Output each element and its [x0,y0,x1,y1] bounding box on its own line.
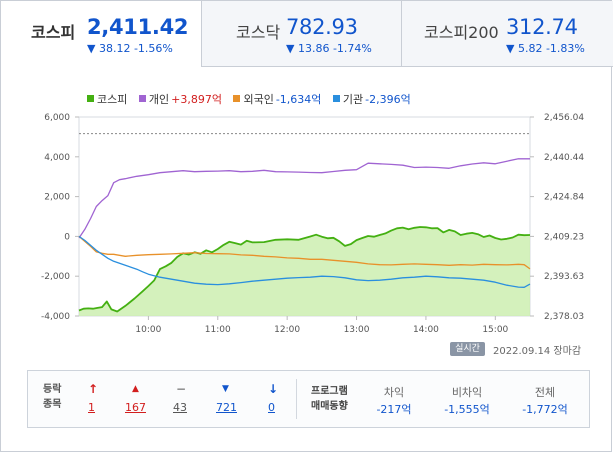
total-header: 전체 [534,386,556,399]
lower-limit-arrow-icon: ↓ [268,382,279,396]
program-trading-label-line1: 프로그램 [311,386,348,397]
y-tick-label-left: 2,000 [44,193,70,203]
legend-swatch [233,95,241,102]
y-tick-label-right: 2,456.04 [544,113,584,123]
legend-item-foreign[interactable]: 외국인 -1,634억 [233,91,321,107]
down-triangle-icon: ▼ [222,384,229,394]
program-trading-label-line2: 매매동향 [311,401,348,412]
legend-value: -2,396억 [365,93,411,106]
up-triangle-icon: ▲ [132,384,139,394]
y-tick-label-left: -4,000 [41,312,70,322]
y-tick-label-left: -2,000 [41,272,70,282]
legend-label: 코스피 [97,93,128,106]
index-tabs: 코스피 2,411.42 ▼ 38.12 -1.56% 코스닥 782.93 ▼… [1,1,613,67]
series-line-기관 [78,235,531,288]
x-tick-label: 10:00 [135,325,161,335]
legend-value: +3,897억 [171,93,222,106]
lower-limit-count[interactable]: 0 [268,401,275,414]
series-line-개인 [78,158,530,239]
arbitrage-value: -217억 [376,403,412,416]
series-line-외국인 [78,235,531,270]
y-tick-label-left: 6,000 [44,113,70,123]
chart-legend: 코스피 개인 +3,897억 외국인 -1,634억 기관 -2,396억 [87,91,419,107]
legend-swatch [87,95,94,102]
advance-decline-label-line2: 종목 [43,399,62,410]
x-tick-label: 14:00 [413,325,439,335]
legend-item-individual[interactable]: 개인 +3,897억 [138,91,222,107]
declining-count[interactable]: 721 [216,401,237,414]
legend-value: -1,634억 [275,93,322,106]
legend-item-kospi[interactable]: 코스피 [87,91,127,107]
realtime-badge[interactable]: 실시간 [450,342,485,356]
x-tick-label: 15:00 [482,325,508,335]
non-arbitrage-value: -1,555억 [444,403,490,416]
tab-value: 782.93 [286,15,358,39]
tab-change: ▼ 5.82 -1.83% [506,42,585,55]
tab-name: 코스닥 [236,23,281,42]
y-tick-label-right: 2,424.84 [544,193,584,203]
tab-kospi200[interactable]: 코스피200 312.74 ▼ 5.82 -1.83% [401,1,613,67]
y-tick-label-right: 2,409.23 [544,232,584,242]
panel-divider [296,379,297,419]
advancing-count[interactable]: 167 [125,401,146,414]
tab-value: 2,411.42 [87,15,189,39]
legend-item-institution[interactable]: 기관 -2,396억 [332,91,411,107]
series-area-코스피 [79,227,530,316]
legend-label: 기관 [342,93,364,106]
legend-swatch [332,95,340,102]
x-tick-label: 11:00 [205,325,231,335]
tab-value: 312.74 [506,15,578,39]
x-tick-label: 12:00 [274,325,300,335]
tab-name: 코스피200 [424,23,499,42]
upper-limit-count[interactable]: 1 [88,401,95,414]
legend-swatch [138,95,146,102]
legend-label: 개인 [148,93,170,106]
tab-name: 코스피 [31,23,76,42]
series-line-코스피 [78,226,531,313]
non-arbitrage-header: 비차익 [451,386,483,399]
intraday-chart: 6,000 2,456.04 4,000 2,440.44 2,000 2,424.84 0… [41,113,584,335]
arbitrage-header: 차익 [383,386,405,399]
advance-decline-label-line1: 등락 [43,384,62,395]
tab-kosdaq[interactable]: 코스닥 782.93 ▼ 13.86 -1.74% [201,1,401,67]
market-close-timestamp: 2022.09.14 장마감 [493,346,582,357]
x-tick-label: 13:00 [344,325,370,335]
unchanged-count[interactable]: 43 [173,401,187,414]
total-value: -1,772억 [522,403,568,416]
legend-label: 외국인 [243,93,274,106]
tab-change: ▼ 38.12 -1.56% [87,42,173,55]
y-tick-label-left: 0 [64,232,70,242]
y-tick-label-right: 2,440.44 [544,153,584,163]
y-tick-label-left: 4,000 [44,153,70,163]
tab-change: ▼ 13.86 -1.74% [286,42,372,55]
y-tick-label-right: 2,378.03 [544,312,584,322]
y-tick-label-right: 2,393.63 [544,272,584,282]
tab-kospi[interactable]: 코스피 2,411.42 ▼ 38.12 -1.56% [1,1,201,67]
flat-dash-icon: − [176,382,187,396]
upper-limit-arrow-icon: ↑ [88,382,99,396]
